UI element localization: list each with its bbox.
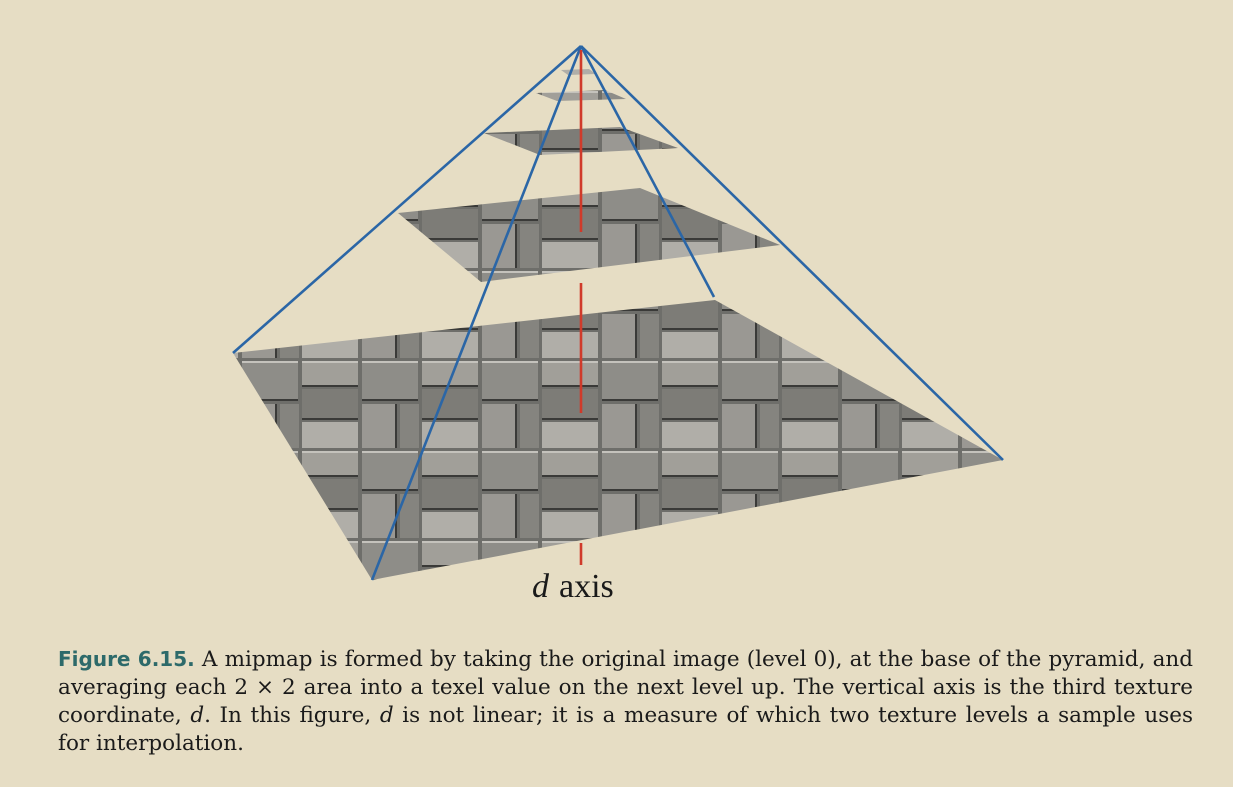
mipmap-level-4	[561, 69, 596, 75]
figure-caption: Figure 6.15. A mipmap is formed by takin…	[58, 647, 1193, 756]
mipmap-level-1	[398, 188, 780, 282]
d-axis-label: d axis	[532, 568, 614, 605]
pyramid-edges	[232, 45, 1004, 581]
mipmap-level-0	[233, 300, 1003, 580]
mipmap-figure: d axis	[232, 45, 1004, 605]
figure-label: Figure 6.15.	[58, 647, 195, 671]
